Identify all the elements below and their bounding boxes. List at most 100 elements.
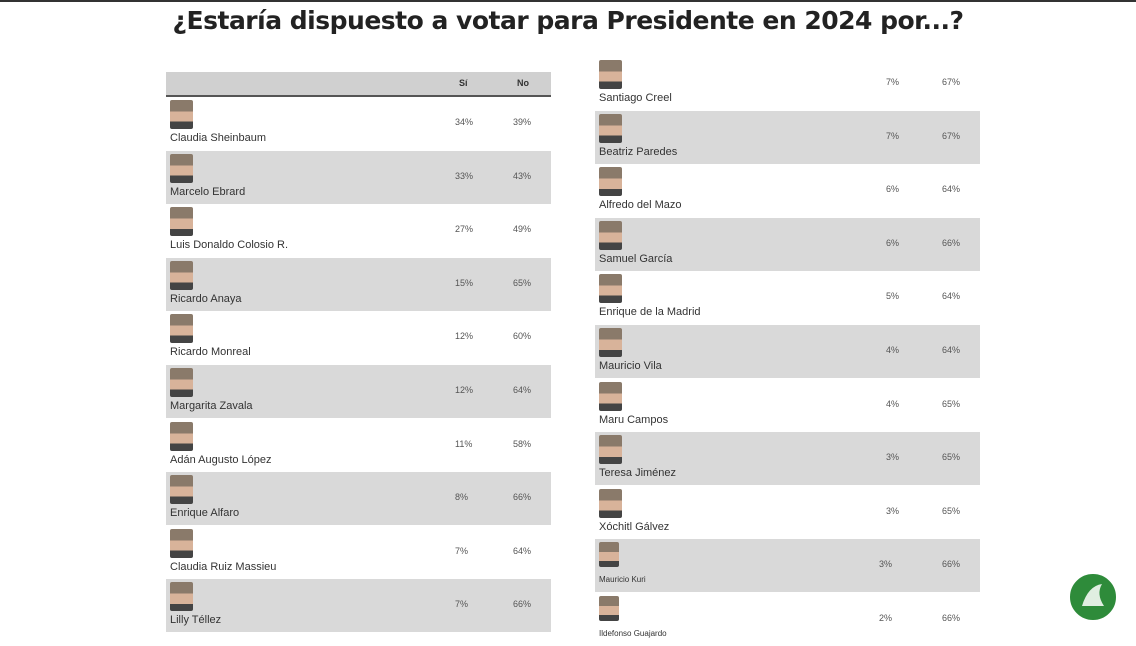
table-row: Enrique de la Madrid 5% 64% bbox=[595, 271, 980, 324]
candidate-name: Enrique Alfaro bbox=[170, 507, 240, 520]
candidate-name: Ricardo Monreal bbox=[170, 346, 251, 359]
no-value: 66% bbox=[942, 237, 961, 248]
no-value: 67% bbox=[942, 77, 961, 87]
si-value: 11% bbox=[455, 438, 473, 449]
si-value: 6% bbox=[886, 184, 900, 195]
table-row: Claudia Sheinbaum 34% 39% bbox=[166, 97, 551, 150]
table-row: Ricardo Anaya 15% 65% bbox=[166, 257, 551, 311]
no-value: 65% bbox=[942, 505, 961, 516]
no-value: 58% bbox=[513, 438, 532, 449]
candidate-name: Mauricio Kuri bbox=[599, 575, 646, 585]
column-header: Sí bbox=[459, 78, 468, 88]
logo-shape bbox=[1082, 584, 1104, 606]
title: ¿Estaría dispuesto a votar para Presiden… bbox=[172, 6, 964, 35]
no-value: 65% bbox=[942, 452, 961, 463]
photo bbox=[170, 100, 193, 129]
candidate-name: Ildefonso Guajardo bbox=[599, 629, 667, 638]
si-value: 4% bbox=[886, 398, 900, 409]
no-value: 66% bbox=[513, 599, 532, 610]
top-border bbox=[0, 0, 1136, 2]
photo bbox=[170, 528, 193, 558]
photo bbox=[170, 582, 193, 612]
photo bbox=[599, 488, 622, 518]
si-value: 7% bbox=[455, 599, 469, 610]
table-row: Teresa Jiménez 3% 65% bbox=[595, 432, 980, 486]
si-value: 3% bbox=[886, 452, 900, 463]
no-value: 66% bbox=[513, 492, 532, 503]
si-value: 5% bbox=[886, 291, 900, 302]
si-value: 34% bbox=[455, 117, 474, 127]
photo bbox=[599, 435, 622, 465]
photo bbox=[599, 113, 622, 143]
candidate-name: Claudia Ruiz Massieu bbox=[170, 560, 277, 573]
table-row: Margarita Zavala 12% 64% bbox=[166, 365, 551, 418]
no-value: 64% bbox=[513, 385, 532, 395]
photo bbox=[170, 260, 193, 290]
si-value: 15% bbox=[455, 277, 474, 288]
table-row: Santiago Creel 7% 67% bbox=[595, 57, 980, 110]
si-value: 3% bbox=[886, 505, 900, 516]
logo bbox=[1068, 572, 1118, 622]
candidate-name: Adán Augusto López bbox=[170, 453, 272, 466]
table-row: Marcelo Ebrard 33% 43% bbox=[166, 150, 551, 204]
candidate-name: Ricardo Anaya bbox=[170, 292, 242, 305]
no-value: 60% bbox=[513, 331, 532, 342]
table-row: Maru Campos 4% 65% bbox=[595, 379, 980, 432]
column-header: No bbox=[517, 78, 529, 88]
table-row: Mauricio Kuri 3% 66% bbox=[595, 539, 980, 593]
si-value: 33% bbox=[455, 170, 474, 181]
no-value: 66% bbox=[942, 613, 961, 623]
candidate-name: Mauricio Vila bbox=[599, 360, 662, 372]
candidate-name: Luis Donaldo Colosio R. bbox=[170, 239, 289, 252]
no-value: 43% bbox=[513, 170, 532, 181]
table-row: Ricardo Monreal 12% 60% bbox=[166, 311, 551, 364]
table-row: Enrique Alfaro 8% 66% bbox=[166, 472, 551, 526]
si-value: 2% bbox=[879, 613, 893, 623]
table-row: Luis Donaldo Colosio R. 27% 49% bbox=[166, 204, 551, 257]
candidate-name: Maru Campos bbox=[599, 413, 669, 426]
photo bbox=[599, 167, 622, 197]
no-value: 66% bbox=[942, 559, 961, 570]
candidate-name: Enrique de la Madrid bbox=[599, 306, 701, 319]
no-value: 65% bbox=[942, 398, 961, 409]
photo bbox=[170, 475, 193, 505]
table-row: Mauricio Vila 4% 64% bbox=[595, 325, 980, 378]
photo bbox=[170, 314, 193, 344]
table-row: Xóchitl Gálvez 3% 65% bbox=[595, 486, 980, 539]
photo bbox=[599, 596, 619, 621]
si-value: 12% bbox=[455, 331, 474, 342]
table-row: Beatriz Paredes 7% 67% bbox=[595, 110, 980, 164]
si-value: 8% bbox=[455, 492, 469, 503]
photo bbox=[599, 542, 619, 568]
photo bbox=[599, 274, 622, 304]
photo bbox=[170, 368, 193, 397]
candidate-name: Marcelo Ebrard bbox=[170, 185, 246, 198]
candidate-name: Claudia Sheinbaum bbox=[170, 132, 267, 144]
si-value: 7% bbox=[886, 77, 900, 87]
no-value: 49% bbox=[513, 224, 532, 235]
photo bbox=[170, 207, 193, 237]
table-row: Lilly Téllez 7% 66% bbox=[166, 579, 551, 633]
si-value: 7% bbox=[455, 545, 469, 556]
no-value: 64% bbox=[942, 345, 961, 355]
no-value: 64% bbox=[942, 291, 961, 302]
table-row: Alfredo del Mazo 6% 64% bbox=[595, 164, 980, 217]
si-value: 4% bbox=[886, 345, 900, 355]
no-value: 64% bbox=[513, 545, 532, 556]
candidate-name: Lilly Téllez bbox=[170, 614, 222, 627]
candidate-name: Alfredo del Mazo bbox=[599, 199, 682, 212]
candidate-name: Teresa Jiménez bbox=[599, 467, 677, 480]
photo bbox=[599, 328, 622, 357]
photo bbox=[170, 421, 193, 451]
no-value: 65% bbox=[513, 277, 532, 288]
candidate-name: Samuel García bbox=[599, 252, 673, 265]
si-value: 7% bbox=[886, 130, 900, 141]
si-value: 3% bbox=[879, 559, 893, 570]
si-value: 6% bbox=[886, 237, 900, 248]
si-value: 12% bbox=[455, 385, 474, 395]
photo bbox=[599, 381, 622, 411]
table-row: Ildefonso Guajardo 2% 66% bbox=[595, 593, 980, 646]
no-value: 67% bbox=[942, 130, 961, 141]
photo bbox=[170, 153, 193, 183]
table-header: Sí No bbox=[166, 72, 551, 97]
